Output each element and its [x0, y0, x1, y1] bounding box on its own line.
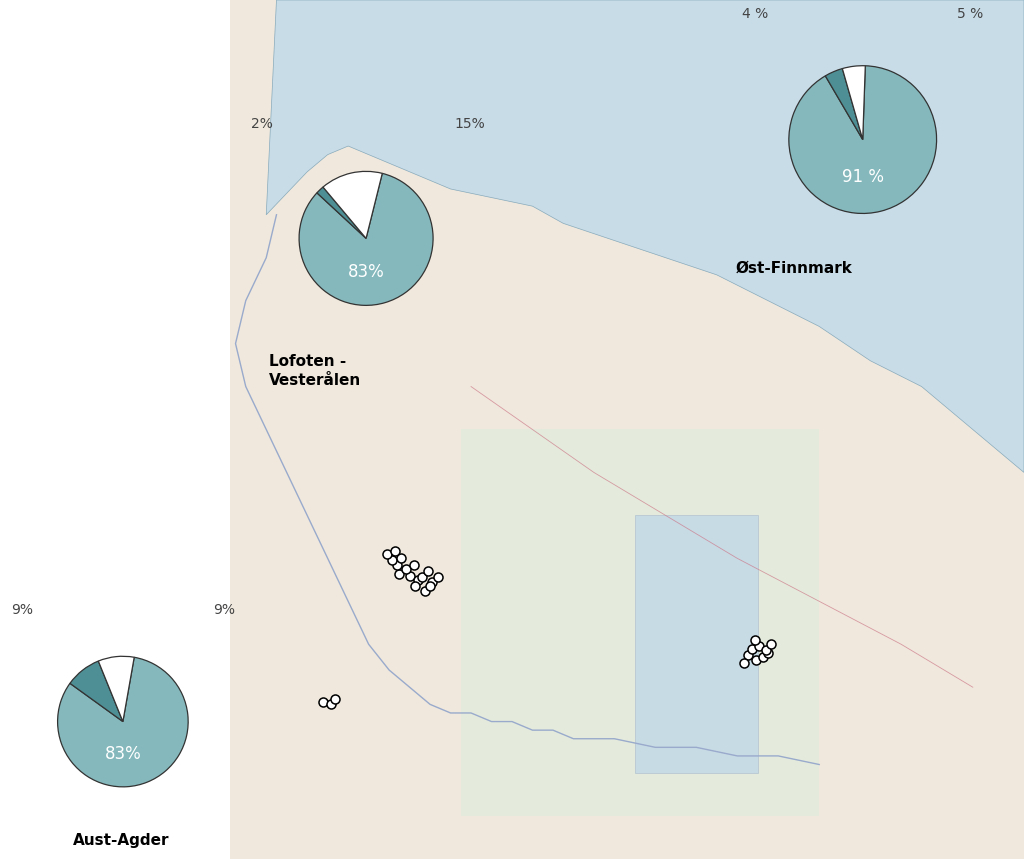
Wedge shape — [825, 69, 862, 140]
Bar — [635, 515, 758, 773]
Wedge shape — [843, 65, 865, 140]
Wedge shape — [98, 656, 134, 722]
Wedge shape — [323, 172, 382, 238]
Wedge shape — [70, 661, 123, 722]
Text: Øst-Finnmark: Øst-Finnmark — [735, 260, 852, 275]
Text: 83%: 83% — [348, 263, 384, 281]
Wedge shape — [316, 187, 367, 238]
Text: 2%: 2% — [251, 117, 273, 131]
Text: 5 %: 5 % — [956, 8, 983, 21]
Bar — [461, 430, 819, 816]
Text: 9%: 9% — [10, 603, 33, 617]
Text: 83%: 83% — [104, 746, 141, 763]
Text: 9%: 9% — [213, 603, 236, 617]
Text: 4 %: 4 % — [742, 8, 769, 21]
Polygon shape — [266, 0, 1024, 472]
Wedge shape — [788, 66, 937, 213]
Text: 91 %: 91 % — [842, 168, 884, 186]
Text: Aust-Agder: Aust-Agder — [73, 833, 169, 848]
Text: 15%: 15% — [455, 117, 485, 131]
Wedge shape — [299, 174, 433, 305]
Wedge shape — [57, 657, 188, 787]
Text: Lofoten -
Vesterålen: Lofoten - Vesterålen — [269, 354, 361, 387]
Bar — [230, 0, 1024, 859]
